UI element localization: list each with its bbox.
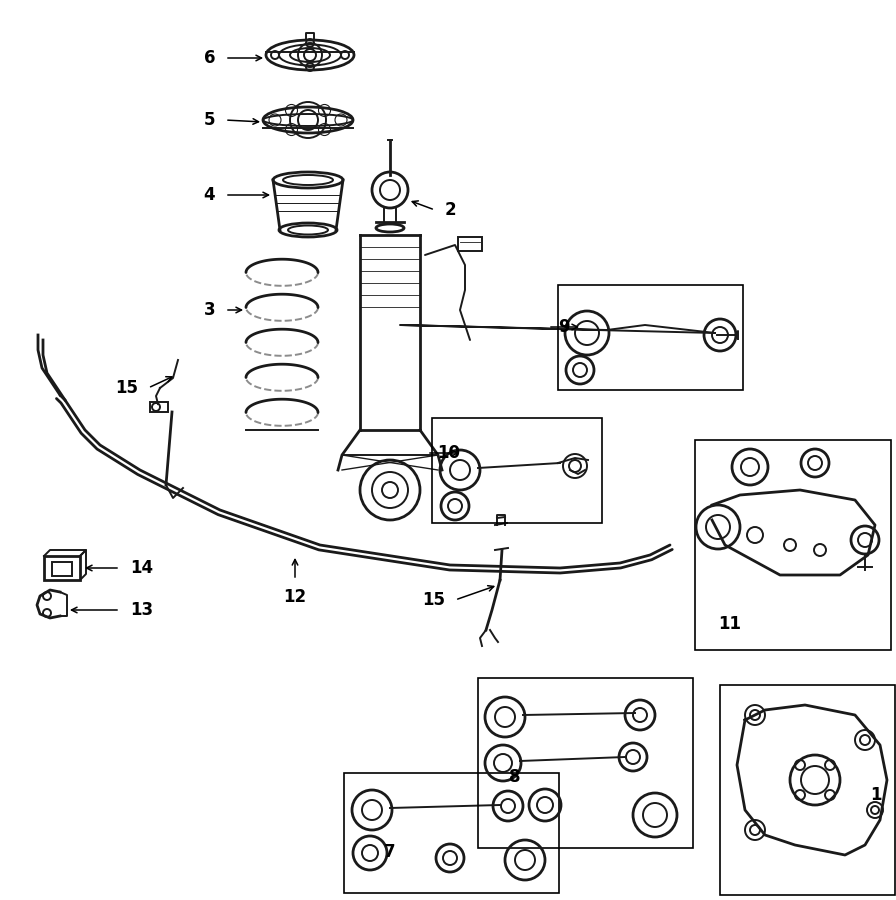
Text: 13: 13 (130, 601, 153, 619)
Text: 8: 8 (509, 768, 521, 786)
Bar (478, 678, 693, 848)
Text: 4: 4 (203, 186, 215, 204)
Text: 5: 5 (203, 111, 215, 129)
Text: 15: 15 (422, 591, 445, 609)
Text: 10: 10 (437, 444, 460, 462)
Text: 11: 11 (719, 615, 742, 633)
Bar (695, 440, 891, 650)
Text: 14: 14 (130, 559, 153, 577)
Bar (558, 285, 743, 390)
Text: 2: 2 (445, 201, 457, 219)
Text: 1: 1 (870, 786, 882, 804)
Text: 7: 7 (384, 843, 396, 861)
Text: 12: 12 (283, 588, 306, 606)
Text: 6: 6 (203, 49, 215, 67)
Bar (720, 685, 895, 895)
Text: 15: 15 (115, 379, 138, 397)
Text: 3: 3 (203, 301, 215, 319)
Bar (52, 562, 72, 576)
Text: 9: 9 (558, 318, 570, 336)
Bar (150, 402, 168, 412)
Bar (344, 773, 559, 893)
Bar (44, 556, 80, 580)
Bar (458, 237, 482, 251)
Bar (432, 418, 602, 523)
